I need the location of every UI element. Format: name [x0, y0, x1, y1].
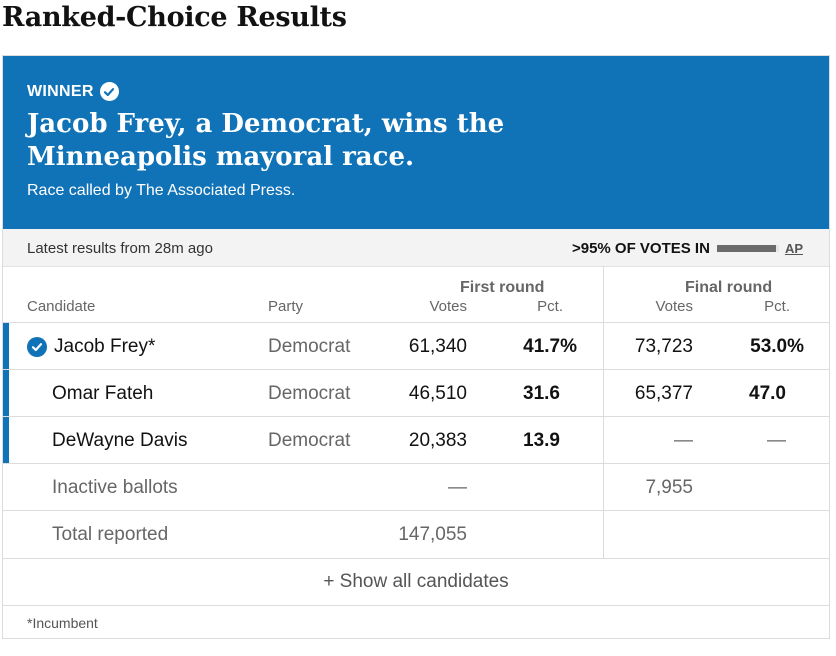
winner-label: WINNER	[27, 82, 94, 100]
headline-line-1: Jacob Frey, a Democrat, wins the	[27, 109, 505, 139]
headline-line-2: Minneapolis mayoral race.	[27, 142, 415, 172]
first-round-pct: 13.9	[523, 430, 560, 451]
final-pct-column-header: Pct.	[764, 298, 790, 315]
winner-banner: WINNER Jacob Frey, a Democrat, wins the …	[3, 56, 829, 229]
final-round-pct: 47.0	[749, 383, 786, 404]
candidate-name: Omar Fateh	[52, 383, 154, 404]
ap-source-link[interactable]: AP	[784, 241, 803, 256]
latest-results-text: Latest results from 28m ago	[27, 240, 213, 257]
first-round-pct: 31.6	[523, 383, 560, 404]
final-votes-column-header: Votes	[655, 298, 693, 315]
first-round-header: First round	[460, 279, 545, 296]
candidate-row: DeWayne Davis Democrat 20,383 13.9 — —	[3, 416, 829, 463]
final-round-votes: —	[674, 430, 693, 451]
race-called-text: Race called by The Associated Press.	[27, 182, 296, 199]
candidate-name: DeWayne Davis	[52, 430, 188, 451]
candidate-row: Omar Fateh Democrat 46,510 31.6 65,377 4…	[3, 369, 829, 416]
results-card: WINNER Jacob Frey, a Democrat, wins the …	[2, 55, 830, 639]
party-column-header: Party	[268, 298, 304, 315]
final-round-votes: 65,377	[634, 383, 693, 404]
final-round-votes: 73,723	[634, 336, 693, 357]
candidate-column-header: Candidate	[27, 298, 96, 315]
votes-in-progress-bar	[716, 245, 779, 252]
first-round-pct: 41.7%	[523, 336, 577, 357]
candidate-party: Democrat	[268, 336, 351, 357]
final-round-header: Final round	[685, 279, 773, 296]
first-round-votes: 20,383	[408, 430, 467, 451]
party-color-bar	[3, 417, 9, 463]
votes-in-label: >95% OF VOTES IN	[571, 240, 710, 257]
inactive-first-votes: —	[448, 477, 467, 498]
first-round-votes: 46,510	[408, 383, 467, 404]
page-title: Ranked-Choice Results	[2, 2, 347, 33]
first-votes-column-header: Votes	[429, 298, 467, 315]
votes-in-indicator: >95% OF VOTES IN AP	[572, 240, 803, 257]
winner-check-icon	[27, 337, 47, 357]
winner-label-row: WINNER	[27, 82, 119, 101]
final-round-pct: —	[767, 430, 786, 451]
show-all-candidates-button[interactable]: + Show all candidates	[3, 558, 829, 605]
inactive-ballots-label: Inactive ballots	[52, 477, 178, 498]
candidate-name: Jacob Frey*	[54, 336, 156, 357]
candidate-row: Jacob Frey* Democrat 61,340 41.7% 73,723…	[3, 322, 829, 369]
incumbent-footnote: *Incumbent	[3, 605, 829, 640]
check-circle-icon	[99, 82, 119, 101]
final-round-pct: 53.0%	[750, 336, 804, 357]
round-divider	[603, 267, 604, 558]
total-reported-row: Total reported 147,055	[3, 510, 829, 557]
winner-headline: Jacob Frey, a Democrat, wins the Minneap…	[27, 108, 587, 174]
party-color-bar	[3, 370, 9, 416]
inactive-ballots-row: Inactive ballots — 7,955	[3, 463, 829, 510]
total-reported-label: Total reported	[52, 524, 169, 545]
first-pct-column-header: Pct.	[537, 298, 563, 315]
first-round-votes: 61,340	[408, 336, 467, 357]
party-color-bar	[3, 323, 9, 369]
votes-in-progress-fill	[716, 245, 776, 252]
candidate-party: Democrat	[268, 383, 351, 404]
status-bar: Latest results from 28m ago >95% OF VOTE…	[3, 229, 829, 267]
inactive-final-votes: 7,955	[645, 477, 693, 498]
candidate-party: Democrat	[268, 430, 351, 451]
total-first-votes: 147,055	[398, 524, 467, 545]
